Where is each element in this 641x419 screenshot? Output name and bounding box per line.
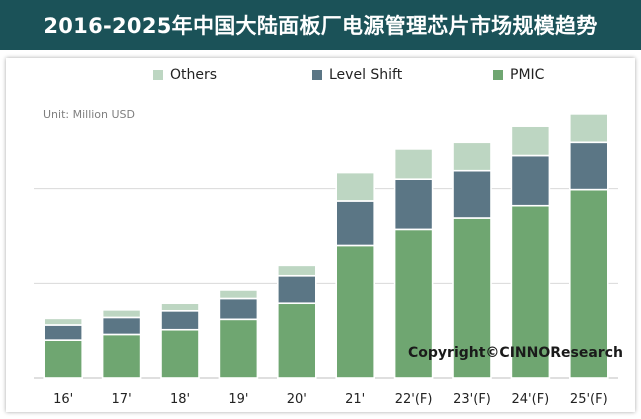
bar-others-1: [101, 309, 142, 319]
bar-others-0: [43, 317, 84, 326]
bar-pmic-5: [335, 244, 376, 379]
unit-label: Unit: Million USD: [43, 108, 136, 121]
legend: Others Level Shift PMIC: [6, 67, 635, 89]
copyright-text: Copyright©CINNOResearch: [408, 345, 623, 361]
bar-others-6: [393, 148, 434, 181]
bar-pmic-0: [43, 339, 84, 379]
bar-level-shift-3: [218, 297, 259, 321]
bar-level-shift-7: [452, 169, 492, 219]
legend-label-level-shift: Level Shift: [329, 67, 403, 83]
bar-others-3: [218, 289, 259, 300]
legend-item-others: Others: [153, 67, 217, 83]
legend-label-pmic: PMIC: [510, 67, 545, 83]
legend-item-pmic: PMIC: [493, 67, 544, 83]
chart-plot-area: 16' 17' 18' 19' 20' 21' 22'(F) 23'(F) 24'(F) 25'(…: [34, 113, 618, 407]
bar-others-8: [510, 125, 551, 157]
bar-level-shift-4: [276, 274, 317, 305]
x-tick-label: 24'(F): [512, 392, 550, 407]
x-tick-label: 20': [287, 392, 307, 407]
bar-pmic-7: [452, 217, 492, 379]
chart-card: Others Level Shift PMIC Unit: Million US…: [6, 58, 635, 412]
x-tick-label: 18': [170, 392, 190, 407]
legend-label-others: Others: [170, 67, 218, 83]
bar-level-shift-0: [43, 324, 84, 341]
bar-pmic-2: [160, 328, 200, 379]
bar-level-shift-8: [510, 154, 551, 207]
bar-others-4: [276, 264, 317, 277]
x-tick-label: 25'(F): [570, 392, 608, 407]
legend-swatch-pmic: [493, 70, 503, 80]
bar-others-7: [452, 141, 492, 172]
x-tick-label: 21': [345, 392, 365, 407]
bar-pmic-6: [393, 228, 434, 379]
bar-level-shift-2: [160, 309, 200, 331]
bar-level-shift-5: [335, 200, 376, 247]
legend-swatch-others: [153, 70, 163, 80]
bar-pmic-4: [276, 302, 317, 379]
bar-pmic-3: [218, 318, 259, 379]
title-bar: 2016-2025年中国大陆面板厂电源管理芯片市场规模趋势: [0, 0, 641, 50]
x-tick-label: 22'(F): [395, 392, 433, 407]
x-tick-label: 16': [53, 392, 73, 407]
bar-level-shift-9: [568, 141, 609, 191]
bar-pmic-9: [568, 188, 609, 379]
x-tick-label: 19': [228, 392, 248, 407]
legend-swatch-level-shift: [312, 70, 322, 80]
bar-others-2: [160, 302, 200, 312]
bar-others-9: [568, 113, 609, 144]
legend-item-level-shift: Level Shift: [312, 67, 402, 83]
bar-level-shift-1: [101, 316, 142, 336]
bar-pmic-8: [510, 204, 551, 379]
bar-pmic-1: [101, 333, 142, 379]
bar-others-5: [335, 171, 376, 202]
x-tick-label: 23'(F): [453, 392, 491, 407]
chart-title: 2016-2025年中国大陆面板厂电源管理芯片市场规模趋势: [43, 14, 598, 38]
x-tick-label: 17': [112, 392, 132, 407]
bar-level-shift-6: [393, 178, 434, 231]
